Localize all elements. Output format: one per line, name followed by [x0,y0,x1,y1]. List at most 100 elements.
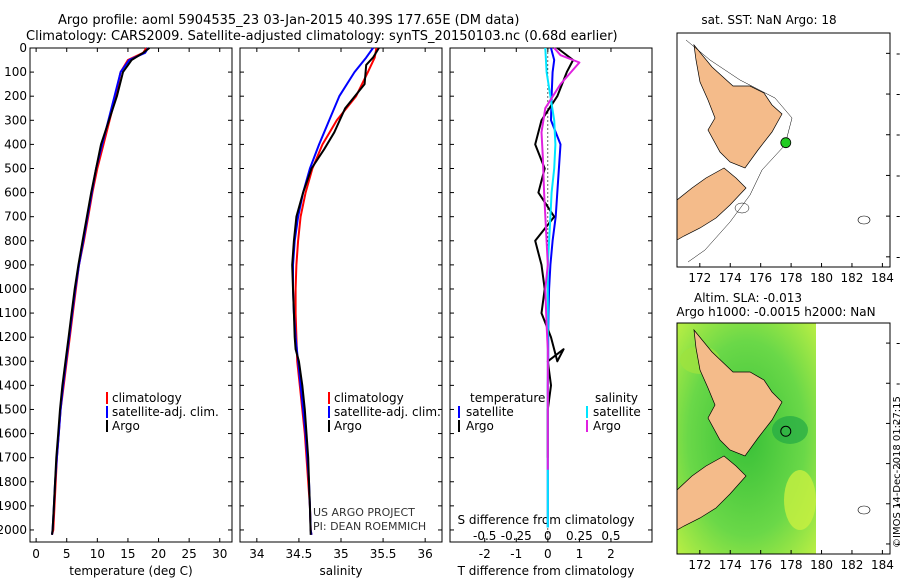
xtick-label: -1 [510,547,522,561]
diff-legend-s-satellite: satellite [593,405,641,419]
ytick-label: 0 [19,41,27,55]
diff-legend-s-argo: Argo [593,419,621,433]
diff-legend-temperature-header: temperature [470,391,545,405]
legend-climatology: climatology [112,391,182,405]
map-xtick-label: 180 [810,558,833,572]
map-xtick-label: 184 [871,271,894,285]
salinity-legend: climatology satellite-adj. clim. Argo [328,391,441,433]
temperature-panel-frame [29,47,233,543]
pi-annotation: PI: DEAN ROEMMICH [313,520,426,533]
series-line-satellite-adj-clim- [51,47,149,535]
map-ssh-area [677,323,890,554]
argo-float-marker [780,137,792,149]
ytick-label: 600 [4,186,27,200]
salinity-panel-frame [239,47,443,543]
ytick-label: 700 [4,210,27,224]
xtick-label: -2 [479,547,491,561]
xtick-label: 30 [212,547,227,561]
xtick-label: 10 [90,547,105,561]
map-sst-title: sat. SST: NaN Argo: 18 [701,13,836,27]
diff-legend-salinity-header: salinity [595,391,638,405]
map-ytick-label: -46 [896,250,900,264]
map-xtick-label: 172 [688,271,711,285]
map-ytick-label: -42 [896,168,900,182]
map-xtick-label: 180 [810,271,833,285]
map-sst-area [677,33,890,267]
xtick-label: 34 [249,547,264,561]
xtick-label: 0 [544,547,552,561]
map-xtick-label: 182 [841,271,864,285]
title-line-1: Argo profile: aoml 5904535_23 03-Jan-201… [58,13,520,28]
chatham-island-2 [857,505,871,515]
sal-legend-climatology: climatology [334,391,404,405]
difference-xlabel-top: S difference from climatology [458,513,635,527]
map-ytick-label: -40 [896,128,900,142]
map-xtick-label: 176 [749,271,772,285]
series-line-climatology [51,47,148,536]
legend-satellite-adj: satellite-adj. clim. [112,405,219,419]
map-xtick-label: 174 [719,558,742,572]
series-line-s-argo [540,47,581,470]
ytick-label: 100 [4,65,27,79]
xtick-label: 5 [63,547,71,561]
map-ytick-label: -40 [896,416,900,430]
ytick-label: 1900 [0,499,27,513]
s-tick-label: -0.25 [501,529,532,543]
map-ytick-label: -36 [896,336,900,350]
map-ssh-title-2: Argo h1000: -0.0015 h2000: NaN [676,305,875,319]
difference-legend-temperature: temperature satellite Argo [458,391,545,433]
ytick-label: 1000 [0,282,27,296]
map-xtick-label: 176 [749,558,772,572]
chatham-island [857,215,871,225]
xtick-label: 25 [182,547,197,561]
south-island-land-2 [677,455,747,531]
map-ssh-title-1: Altim. SLA: -0.013 [694,291,802,305]
s-tick-label: 0.5 [601,529,620,543]
series-line-argo [291,47,380,535]
s-tick-label: 0.25 [566,529,593,543]
salinity-xlabel: salinity [319,564,362,578]
map-ytick-label: -42 [896,457,900,471]
ytick-label: 1200 [0,330,27,344]
map-xtick-label: 178 [780,558,803,572]
north-island-land [693,43,783,169]
ytick-label: 1400 [0,378,27,392]
xtick-label: 35 [333,547,348,561]
imos-credit: ©IMOS 14-Dec-2018 01:27:15 [892,396,900,548]
ytick-label: 900 [4,258,27,272]
map-xtick-label: 182 [841,558,864,572]
series-line-satellite-adj-clim- [292,47,374,535]
title-line-2: Climatology: CARS2009. Satellite-adjuste… [26,29,618,44]
map-ytick-label: -38 [896,87,900,101]
xtick-label: 36 [418,547,433,561]
ytick-label: 1100 [0,306,27,320]
map-ytick-label: -44 [896,209,900,223]
xtick-label: 15 [120,547,135,561]
map-xtick-label: 184 [871,558,894,572]
temperature-xlabel: temperature (deg C) [69,564,192,578]
xtick-label: 20 [151,547,166,561]
temperature-legend: climatology satellite-adj. clim. Argo [106,391,219,433]
map-ytick-label: -38 [896,376,900,390]
xtick-label: 0 [32,547,40,561]
diff-legend-t-satellite: satellite [466,405,514,419]
ytick-label: 800 [4,234,27,248]
xtick-label: 1 [576,547,584,561]
map-xtick-label: 172 [688,558,711,572]
difference-legend-salinity: salinity satellite Argo [586,391,641,433]
ytick-label: 1800 [0,475,27,489]
xtick-label: 35.5 [370,547,397,561]
ytick-label: 2000 [0,523,27,537]
argo-float-marker [780,425,792,437]
xtick-label: 34.5 [286,547,313,561]
difference-xlabel: T difference from climatology [457,564,635,578]
sal-legend-satellite-adj: satellite-adj. clim. [334,405,441,419]
map-ytick-label: -46 [896,537,900,551]
legend-argo: Argo [112,419,140,433]
north-island-land-2 [693,328,783,457]
diff-legend-t-argo: Argo [466,419,494,433]
ytick-label: 300 [4,113,27,127]
ytick-label: 1300 [0,354,27,368]
map-xtick-label: 174 [719,271,742,285]
